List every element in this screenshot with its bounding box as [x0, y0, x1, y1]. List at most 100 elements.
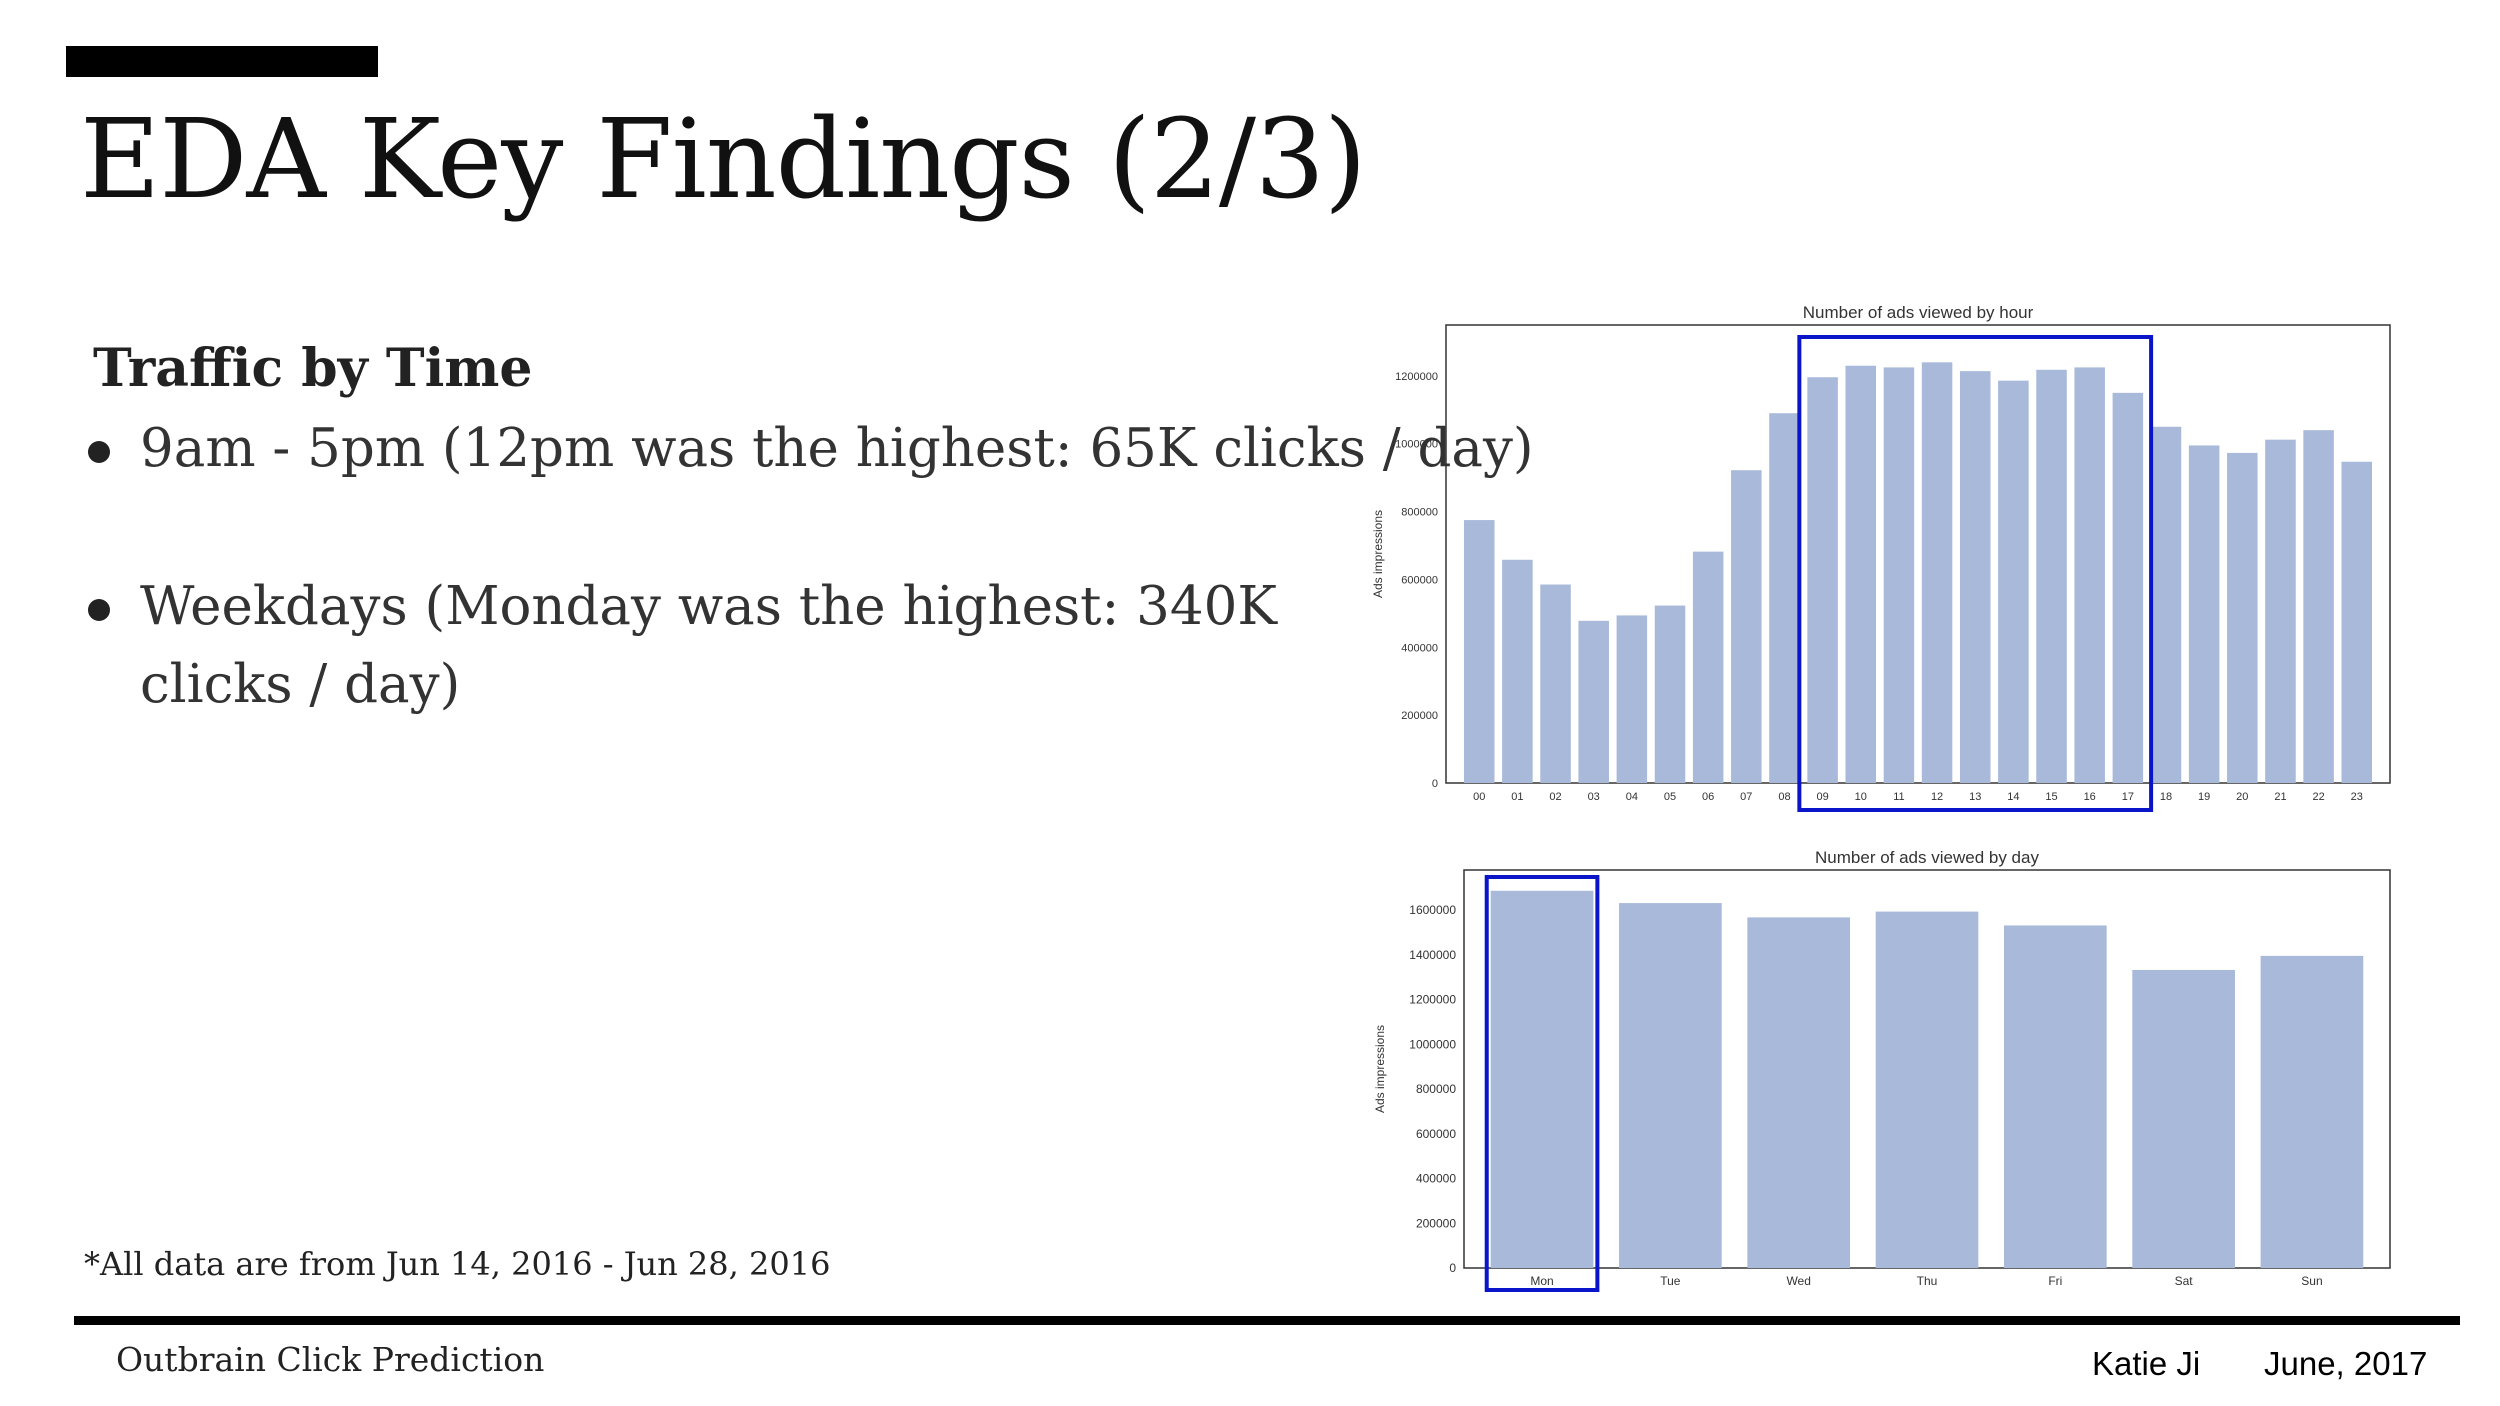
x-tick-label: 17: [2122, 791, 2134, 803]
x-tick-label: 12: [1931, 791, 1943, 803]
x-tick-label: Thu: [1917, 1274, 1938, 1288]
title-accent-bar: [66, 46, 378, 77]
bar-hour-20: [2227, 452, 2258, 783]
y-tick-label: 800000: [1416, 1082, 1456, 1096]
x-tick-label: 01: [1511, 791, 1523, 803]
chart-title-hour: Number of ads viewed by hour: [1803, 303, 2034, 322]
bullet-dot-icon: [88, 599, 110, 621]
x-tick-label: 05: [1664, 791, 1676, 803]
y-tick-label: 1400000: [1409, 948, 1456, 962]
highlight-box-hour: [1797, 335, 2154, 812]
slide-title: EDA Key Findings (2/3): [80, 95, 1367, 223]
bar-hour-00: [1463, 520, 1495, 783]
bar-hour-04: [1616, 615, 1648, 783]
bar-hour-05: [1654, 605, 1686, 783]
bar-day-Sun: [2260, 955, 2364, 1268]
bar-day-Sat: [2132, 969, 2235, 1268]
bar-hour-01: [1502, 559, 1533, 783]
y-tick-label: 1200000: [1395, 371, 1438, 383]
footer-project-name: Outbrain Click Prediction: [116, 1340, 545, 1379]
x-tick-label: 21: [2274, 791, 2286, 803]
x-tick-label: 04: [1626, 791, 1638, 803]
x-tick-label: 20: [2236, 791, 2248, 803]
x-tick-label: Sat: [2175, 1274, 2194, 1288]
y-tick-label: 400000: [1416, 1172, 1456, 1186]
x-tick-label: 00: [1473, 791, 1485, 803]
bullet-text: 9am - 5pm (12pm was the highest: 65K cli…: [140, 418, 1534, 479]
footer-author: Katie Ji: [2092, 1345, 2201, 1382]
x-tick-label: 10: [1855, 791, 1867, 803]
bar-hour-23: [2341, 461, 2373, 783]
bar-day-Thu: [1875, 911, 1979, 1268]
x-tick-label: 06: [1702, 791, 1714, 803]
y-tick-label: 600000: [1416, 1127, 1456, 1141]
bar-hour-02: [1540, 584, 1571, 783]
bullet-weekdays: Weekdays (Monday was the highest: 340K c…: [88, 568, 1348, 728]
y-tick-label: 200000: [1416, 1216, 1456, 1230]
chart-title-day: Number of ads viewed by day: [1815, 848, 2039, 867]
x-tick-label: 15: [2045, 791, 2057, 803]
x-tick-label: Tue: [1660, 1274, 1681, 1288]
bar-hour-09: [1807, 377, 1838, 783]
bar-hour-13: [1959, 371, 1991, 783]
x-tick-label: 16: [2084, 791, 2096, 803]
highlight-box-day: [1484, 875, 1600, 1292]
plot-frame-hour: [1445, 324, 2391, 784]
bar-hour-11: [1883, 367, 1915, 783]
bar-day-Mon: [1490, 890, 1594, 1268]
x-tick-label: 08: [1778, 791, 1790, 803]
footer-divider: [74, 1316, 2460, 1325]
bar-hour-21: [2265, 439, 2296, 783]
x-tick-label: 14: [2007, 791, 2019, 803]
bar-hour-10: [1845, 365, 1877, 783]
x-tick-label: 02: [1549, 791, 1561, 803]
bar-hour-17: [2112, 392, 2144, 783]
y-axis-label-day: Ads impressions: [1373, 1025, 1387, 1113]
bar-hour-12: [1921, 362, 1953, 783]
bar-hour-16: [2074, 367, 2105, 783]
y-tick-label: 600000: [1401, 574, 1438, 586]
y-tick-label: 800000: [1401, 507, 1438, 519]
x-tick-label: Sun: [2301, 1274, 2322, 1288]
x-tick-label: 09: [1816, 791, 1828, 803]
y-tick-label: 1000000: [1395, 439, 1438, 451]
x-tick-label: Mon: [1530, 1274, 1553, 1288]
bar-hour-22: [2303, 430, 2334, 783]
y-tick-label: 1600000: [1409, 903, 1456, 917]
bar-hour-19: [2188, 445, 2220, 783]
bar-day-Tue: [1619, 903, 1722, 1268]
section-subheading: Traffic by Time: [93, 338, 533, 399]
x-tick-label: 11: [1893, 791, 1904, 803]
y-tick-label: 1000000: [1409, 1037, 1456, 1051]
bar-hour-14: [1998, 380, 2029, 783]
x-tick-label: 23: [2351, 791, 2363, 803]
bullet-hours: 9am - 5pm (12pm was the highest: 65K cli…: [88, 410, 1534, 490]
bar-day-Fri: [2003, 925, 2107, 1268]
footer-date: June, 2017: [2264, 1345, 2428, 1382]
bar-hour-07: [1731, 470, 1762, 783]
x-tick-label: 13: [1969, 791, 1981, 803]
x-tick-label: 07: [1740, 791, 1752, 803]
x-tick-label: 19: [2198, 791, 2210, 803]
x-tick-label: 03: [1588, 791, 1600, 803]
x-tick-label: 18: [2160, 791, 2172, 803]
data-range-footnote: *All data are from Jun 14, 2016 - Jun 28…: [84, 1245, 831, 1283]
bar-hour-03: [1578, 620, 1609, 783]
y-tick-label: 200000: [1401, 710, 1438, 722]
bar-hour-06: [1692, 551, 1724, 783]
bullet-text: Weekdays (Monday was the highest: 340K c…: [140, 576, 1277, 715]
x-tick-label: Wed: [1786, 1274, 1810, 1288]
bar-hour-08: [1769, 413, 1800, 783]
bar-day-Wed: [1747, 917, 1851, 1268]
y-tick-label: 400000: [1401, 642, 1438, 654]
bar-hour-18: [2150, 426, 2182, 783]
y-axis-label-hour: Ads impressions: [1371, 510, 1385, 598]
y-tick-label: 0: [1449, 1261, 1456, 1275]
x-tick-label: Fri: [2048, 1274, 2062, 1288]
bullet-dot-icon: [88, 441, 110, 463]
bar-hour-15: [2036, 369, 2067, 783]
y-tick-label: 1200000: [1409, 993, 1456, 1007]
x-tick-label: 22: [2312, 791, 2324, 803]
y-tick-label: 0: [1432, 778, 1438, 790]
